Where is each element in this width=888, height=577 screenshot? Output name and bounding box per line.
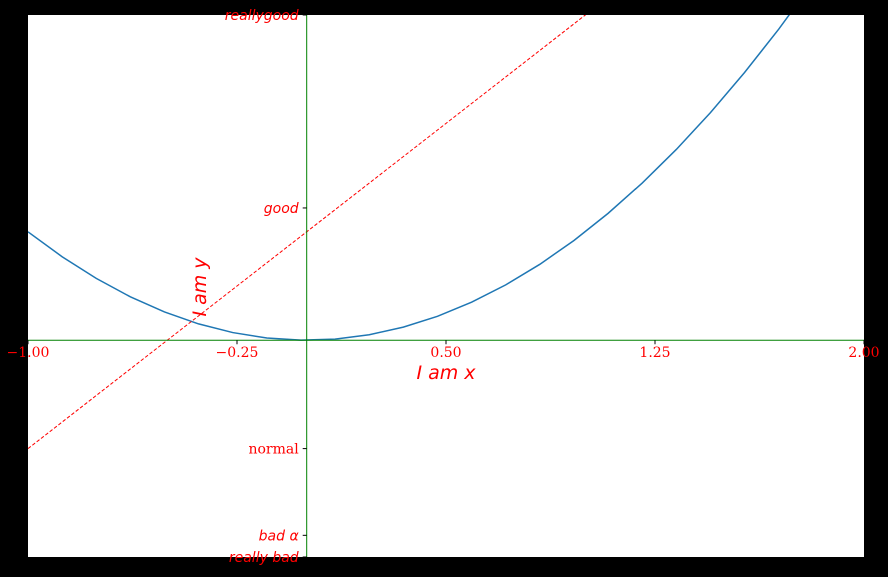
plot-area	[28, 15, 864, 557]
series-line-1	[28, 15, 791, 341]
y-tick-label: bad α	[259, 528, 300, 544]
x-axis-title: I am x	[416, 362, 476, 384]
x-tick-label: 0.50	[430, 345, 461, 361]
y-axis-title: I am y	[189, 257, 211, 317]
x-tick-label: −1.00	[7, 345, 50, 361]
y-tick-label: reallygood	[225, 8, 299, 24]
x-tick-label: 2.00	[848, 345, 879, 361]
y-tick-label: normal	[248, 442, 299, 458]
x-tick-label: 1.25	[639, 345, 670, 361]
x-tick-label: −0.25	[216, 345, 259, 361]
y-tick-label: good	[264, 201, 299, 217]
y-tick-label: really bad	[229, 550, 299, 566]
